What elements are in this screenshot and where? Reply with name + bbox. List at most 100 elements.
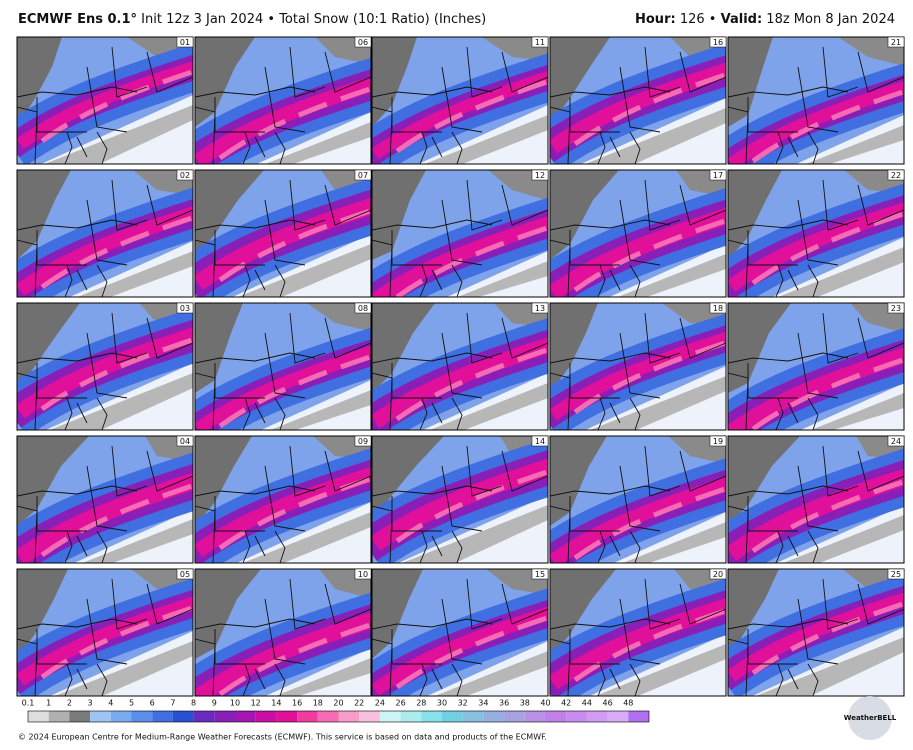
border-line xyxy=(550,106,571,164)
border-line xyxy=(146,184,193,226)
band-pink xyxy=(751,356,904,430)
gray-area xyxy=(17,436,89,526)
colorbar-label: 42 xyxy=(561,699,571,708)
border-line xyxy=(64,397,73,430)
border-line xyxy=(431,402,443,424)
border-line xyxy=(775,663,784,696)
border-line xyxy=(466,578,503,630)
member-label: 17 xyxy=(713,171,723,180)
panel-grid: 01 02 03 04 05 06 07 08 09 10 11 12 13 14 15 16 17 18 19 20… xyxy=(16,36,905,697)
band-magenta xyxy=(195,466,371,557)
border-line xyxy=(679,450,726,492)
colorbar-label: 22 xyxy=(354,699,364,708)
gray-fringe xyxy=(805,125,904,164)
map xyxy=(372,170,548,297)
border-line xyxy=(431,136,443,158)
band-magenta xyxy=(17,60,193,150)
colorbar-swatch xyxy=(400,711,422,722)
gray-area xyxy=(482,37,548,61)
border-line xyxy=(441,598,483,665)
border-line xyxy=(372,219,493,231)
border-line xyxy=(372,86,493,98)
colorbar-swatch xyxy=(483,711,505,722)
gray-fringe xyxy=(82,519,193,563)
border-line xyxy=(857,317,904,359)
border-line xyxy=(797,465,839,532)
border-line xyxy=(146,51,193,93)
border-line xyxy=(76,136,88,158)
border-line xyxy=(619,332,661,399)
map xyxy=(728,170,904,297)
gray-area xyxy=(550,37,610,127)
border-line xyxy=(274,663,286,696)
member-label: 20 xyxy=(713,570,723,579)
border-line xyxy=(728,352,849,364)
border-line xyxy=(372,505,393,563)
border-line xyxy=(629,131,641,164)
border-line xyxy=(857,51,904,93)
map-panel: 22 xyxy=(727,169,905,298)
border-line xyxy=(679,184,726,226)
gray-area xyxy=(17,569,68,659)
member-box xyxy=(354,435,372,447)
gray-area xyxy=(372,37,417,127)
member-box xyxy=(709,302,727,314)
panel-frame xyxy=(549,435,727,564)
colorbar-swatch xyxy=(90,711,111,722)
member-label: 05 xyxy=(180,570,190,579)
border-line xyxy=(146,450,193,492)
colorbar-swatch xyxy=(48,711,70,722)
member-box xyxy=(887,568,905,580)
border-line xyxy=(254,136,266,158)
border-line xyxy=(501,51,548,93)
border-line xyxy=(372,485,493,497)
border-line xyxy=(501,450,548,492)
border-line xyxy=(431,668,443,690)
member-box xyxy=(531,568,549,580)
panel-frame xyxy=(16,568,194,697)
band-pink xyxy=(395,78,548,154)
member-label: 02 xyxy=(180,171,190,180)
border-line xyxy=(195,638,216,696)
map-panel: 16 xyxy=(549,36,727,165)
map-panel: 06 xyxy=(194,36,372,165)
map xyxy=(372,436,548,563)
border-line xyxy=(419,264,428,297)
border-line xyxy=(324,583,371,625)
border-line xyxy=(728,618,849,630)
border-line xyxy=(629,264,641,297)
border-line xyxy=(431,535,443,557)
map-panel: 07 xyxy=(194,169,372,298)
border-line xyxy=(86,598,128,665)
band-pink xyxy=(218,353,371,429)
gray-area xyxy=(17,170,71,260)
band-pink xyxy=(218,475,371,551)
border-line xyxy=(372,239,393,297)
map xyxy=(372,37,548,164)
panel-frame xyxy=(549,568,727,697)
border-line xyxy=(324,51,371,93)
border-line xyxy=(254,402,266,424)
panel-frame xyxy=(727,568,905,697)
border-line xyxy=(550,485,671,497)
border-line xyxy=(419,530,428,563)
gray-area xyxy=(195,569,261,659)
colorbar-label: 2 xyxy=(67,699,72,708)
border-line xyxy=(76,402,88,424)
border-line xyxy=(451,663,463,696)
member-box xyxy=(887,302,905,314)
panel-frame xyxy=(549,36,727,165)
border-line xyxy=(501,184,548,226)
border-line xyxy=(391,629,442,665)
colorbar-label: 44 xyxy=(582,699,592,708)
band-pink xyxy=(218,85,371,161)
band-magenta xyxy=(195,197,371,290)
map-panel: 08 xyxy=(194,302,372,431)
colorbar-label: 40 xyxy=(540,699,550,708)
border-line xyxy=(857,184,904,226)
map xyxy=(550,303,726,430)
member-label: 09 xyxy=(358,437,368,446)
border-line xyxy=(36,496,87,532)
member-label: 24 xyxy=(891,437,901,446)
border-line xyxy=(644,445,681,497)
